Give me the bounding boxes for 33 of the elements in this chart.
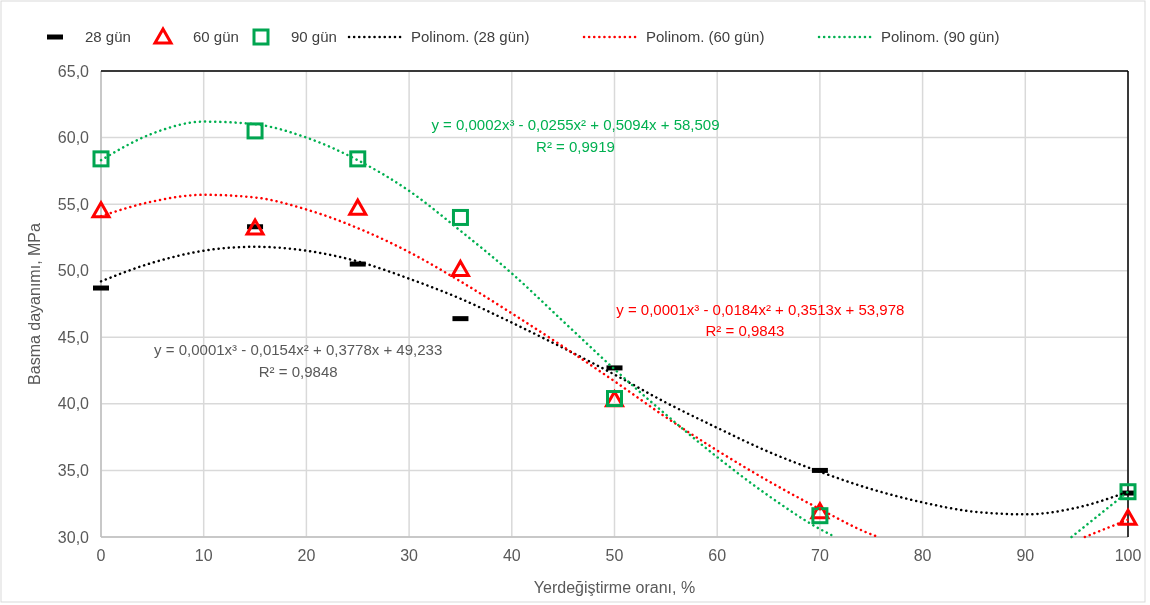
y-tick-label: 45,0	[57, 328, 90, 346]
x-tick-label: 10	[194, 547, 213, 564]
x-tick-label: 50	[605, 547, 624, 564]
y-tick-label: 60,0	[57, 129, 90, 147]
legend-label: 90 gün	[291, 28, 337, 46]
legend-label: 60 gün	[193, 28, 239, 46]
x-tick-label: 40	[502, 547, 521, 564]
annotation: R² = 0,9848	[258, 363, 338, 381]
x-tick-label: 70	[811, 547, 829, 564]
legend-label: Polinom. (28 gün)	[411, 28, 530, 46]
y-tick-label: 40,0	[57, 395, 90, 413]
y-tick-label: 55,0	[57, 195, 90, 213]
y-tick-label: 30,0	[57, 528, 90, 546]
annotation: y = 0,0001x³ - 0,0154x² + 0,3778x + 49,233	[154, 340, 443, 358]
y-tick-label: 65,0	[57, 62, 90, 80]
annotation: y = 0,0002x³ - 0,0255x² + 0,5094x + 58,509	[431, 115, 720, 133]
x-tick-label: 0	[96, 547, 106, 564]
y-axis-title: Basma dayanımı, MPa	[26, 222, 43, 385]
x-tick-label: 20	[297, 547, 316, 564]
y-tick-label: 50,0	[57, 262, 90, 280]
x-tick-label: 90	[1016, 547, 1035, 564]
y-tick-label: 35,0	[57, 462, 90, 480]
legend-label: 28 gün	[85, 28, 131, 46]
annotation: R² = 0,9919	[536, 138, 615, 156]
x-tick-label: 60	[708, 547, 727, 564]
x-tick-label: 100	[1114, 547, 1142, 564]
x-tick-label: 30	[400, 547, 419, 564]
legend-label: Polinom. (90 gün)	[881, 28, 1000, 46]
annotation: R² = 0,9843	[705, 321, 785, 339]
annotation: y = 0,0001x³ - 0,0184x² + 0,3513x + 53,978	[616, 300, 905, 318]
x-tick-label: 80	[913, 547, 932, 564]
legend-label: Polinom. (60 gün)	[646, 28, 765, 46]
x-axis-title: Yerdeğiştirme oranı, %	[533, 579, 696, 596]
